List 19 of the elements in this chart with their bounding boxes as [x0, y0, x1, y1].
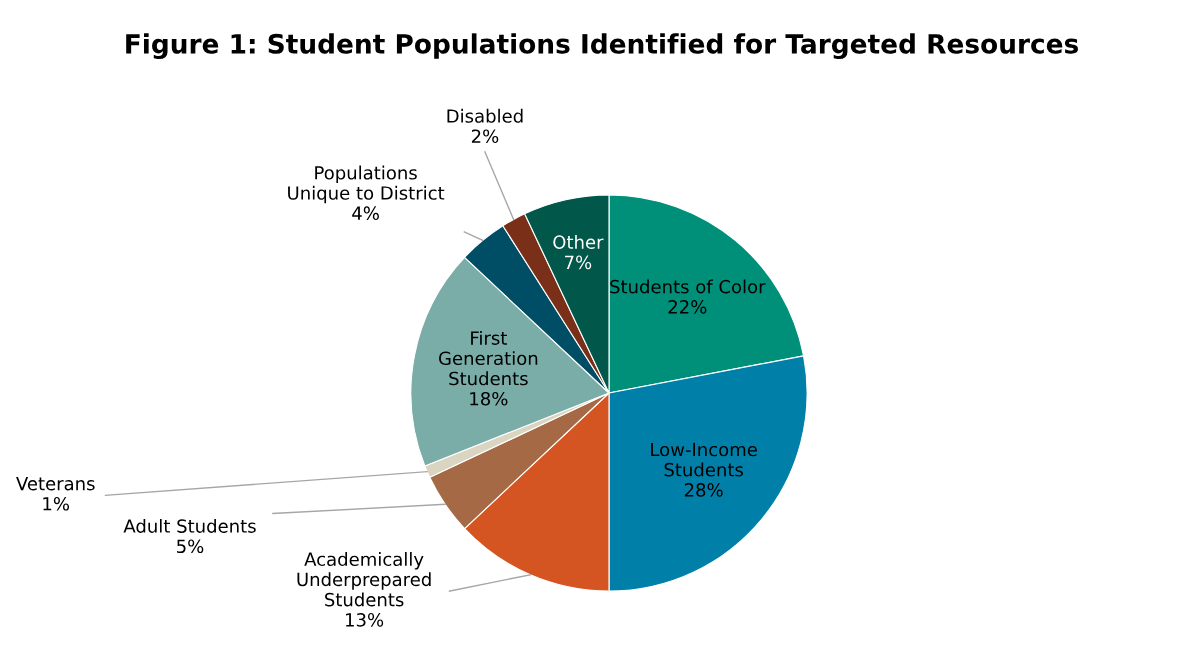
- data-label: 22%: [668, 300, 707, 314]
- data-label: 4%: [352, 206, 379, 221]
- data-label: 7%: [565, 255, 592, 270]
- data-label: 18%: [470, 391, 508, 406]
- data-label: 1%: [43, 496, 70, 511]
- slice-label: Academically Underprepared Students: [297, 552, 431, 607]
- slice-label: Students of Color: [610, 279, 766, 294]
- slice-label: Adult Students: [123, 518, 256, 533]
- data-label: 13%: [346, 613, 384, 627]
- data-label: 5%: [177, 539, 204, 554]
- slice-label: Other: [553, 234, 604, 249]
- chart-title: Figure 1: Student Populations Identified for Targeted Resources: [126, 33, 1078, 60]
- slice-label: First Generation Students: [439, 330, 538, 386]
- data-label: 2%: [471, 129, 499, 144]
- slice-label: Low-Income Students: [651, 442, 757, 477]
- slice-label: Veterans: [16, 476, 95, 491]
- slice-label: Populations Unique to District: [288, 165, 445, 204]
- slice-label: Disabled: [447, 108, 523, 123]
- data-label: 28%: [684, 483, 723, 497]
